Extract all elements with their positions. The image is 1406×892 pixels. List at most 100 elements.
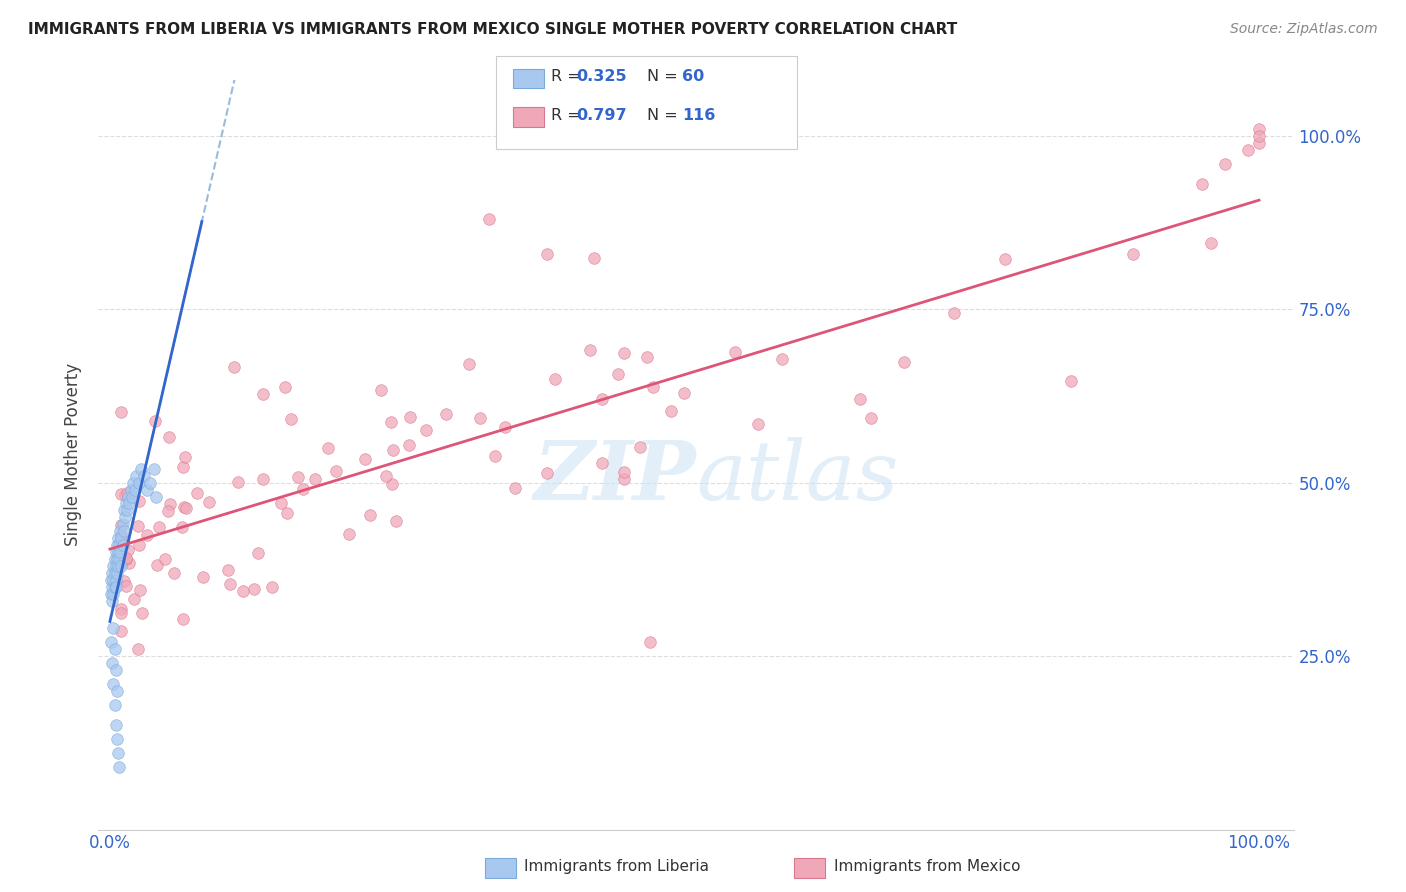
- Point: [110, 487, 132, 501]
- Text: Source: ZipAtlas.com: Source: ZipAtlas.com: [1230, 22, 1378, 37]
- Text: Immigrants from Mexico: Immigrants from Mexico: [834, 859, 1021, 873]
- Point: [219, 577, 242, 591]
- Point: [110, 524, 132, 539]
- Point: [399, 409, 422, 424]
- Point: [415, 423, 437, 437]
- Point: [1247, 121, 1270, 136]
- Point: [103, 580, 125, 594]
- Point: [135, 483, 157, 497]
- Point: [108, 538, 131, 552]
- Point: [859, 410, 882, 425]
- Point: [127, 641, 149, 656]
- Point: [142, 462, 165, 476]
- Point: [117, 490, 139, 504]
- Point: [434, 407, 457, 421]
- Point: [591, 392, 613, 406]
- Point: [110, 518, 132, 533]
- Point: [1236, 143, 1258, 157]
- Point: [994, 252, 1017, 267]
- Point: [172, 460, 194, 475]
- Point: [260, 580, 283, 594]
- Point: [103, 573, 125, 587]
- Point: [186, 486, 208, 500]
- Point: [145, 490, 167, 504]
- Point: [134, 468, 156, 483]
- Point: [849, 392, 872, 407]
- Point: [359, 508, 381, 523]
- Point: [582, 251, 605, 265]
- Point: [100, 635, 122, 649]
- Point: [354, 452, 377, 467]
- Point: [104, 580, 127, 594]
- Point: [607, 367, 630, 381]
- Text: R =: R =: [551, 108, 586, 122]
- Point: [280, 412, 302, 426]
- Point: [108, 760, 131, 774]
- Point: [385, 514, 408, 528]
- Point: [100, 587, 122, 601]
- Point: [638, 635, 661, 649]
- Point: [105, 538, 128, 552]
- Point: [628, 440, 651, 454]
- Point: [484, 449, 506, 463]
- Text: ZIP: ZIP: [533, 437, 696, 517]
- Point: [157, 430, 180, 444]
- Point: [103, 558, 125, 573]
- Point: [398, 438, 420, 452]
- Point: [246, 546, 269, 560]
- Point: [153, 551, 176, 566]
- Point: [103, 677, 125, 691]
- Point: [115, 552, 138, 566]
- Point: [478, 212, 501, 227]
- Point: [107, 545, 129, 559]
- Point: [107, 531, 129, 545]
- Point: [1191, 178, 1213, 192]
- Point: [636, 350, 658, 364]
- Point: [105, 683, 128, 698]
- Point: [129, 462, 152, 476]
- Point: [115, 551, 138, 566]
- Point: [103, 566, 125, 580]
- Point: [1247, 128, 1270, 143]
- Point: [103, 698, 125, 712]
- Point: [613, 345, 636, 359]
- Point: [110, 624, 132, 639]
- Point: [101, 580, 124, 594]
- Point: [101, 656, 124, 670]
- Text: 60: 60: [682, 70, 704, 84]
- Point: [217, 563, 239, 577]
- Point: [1247, 136, 1270, 150]
- Point: [370, 384, 392, 398]
- Point: [162, 566, 184, 580]
- Point: [1213, 156, 1236, 170]
- Point: [458, 358, 481, 372]
- Point: [156, 503, 179, 517]
- Point: [893, 355, 915, 369]
- Point: [114, 510, 136, 524]
- Text: Immigrants from Liberia: Immigrants from Liberia: [524, 859, 710, 873]
- Point: [110, 545, 132, 559]
- Text: R =: R =: [551, 70, 586, 84]
- Point: [125, 468, 148, 483]
- Point: [110, 533, 132, 548]
- Point: [148, 520, 170, 534]
- Point: [121, 490, 143, 504]
- Point: [252, 387, 274, 401]
- Point: [145, 414, 167, 428]
- Point: [747, 417, 769, 431]
- Point: [129, 582, 152, 597]
- Point: [104, 663, 127, 677]
- Point: [104, 573, 127, 587]
- Point: [131, 606, 153, 620]
- Point: [122, 475, 145, 490]
- Point: [110, 606, 132, 620]
- Point: [382, 442, 405, 457]
- Point: [104, 545, 127, 559]
- Point: [107, 746, 129, 760]
- Point: [128, 494, 150, 508]
- Point: [536, 246, 558, 260]
- Point: [612, 465, 634, 479]
- Y-axis label: Single Mother Poverty: Single Mother Poverty: [65, 363, 83, 547]
- Point: [117, 486, 139, 500]
- Point: [110, 527, 132, 541]
